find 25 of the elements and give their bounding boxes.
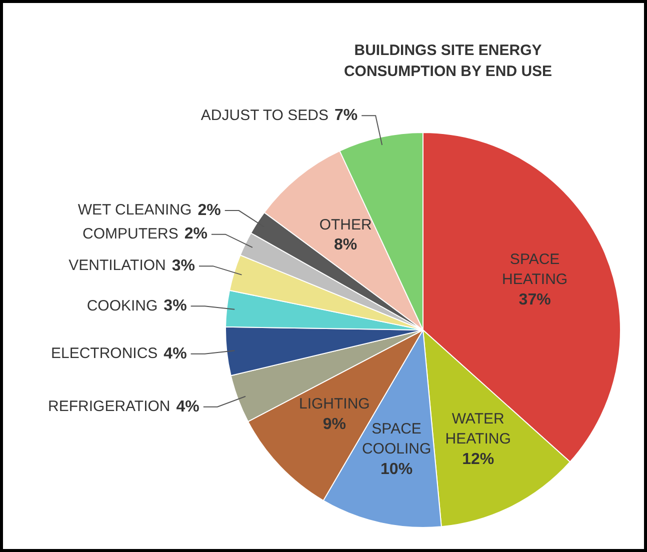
chart-title: BUILDINGS SITE ENERGY CONSUMPTION BY END USE (344, 42, 552, 80)
slice-label: ADJUST TO SEDS (200, 106, 328, 124)
slice-label: REFRIGERATION (48, 398, 170, 415)
data-label: 3% (172, 257, 196, 274)
data-label: 4% (164, 345, 187, 362)
data-label: 2% (184, 226, 208, 243)
data-label: 37% (518, 291, 551, 308)
slice-label: LIGHTING (298, 396, 370, 413)
data-label: 2% (198, 202, 221, 219)
slice-label: VENTILATION (68, 257, 166, 274)
data-label: 9% (322, 416, 346, 433)
slice-label: WATER HEATING (445, 410, 511, 448)
slice-label: SPACE COOLING (362, 420, 432, 458)
slice-label: SPACE HEATING (502, 251, 568, 288)
slice-label: COOKING (86, 297, 158, 314)
data-label: 4% (176, 398, 200, 416)
slice-label: COMPUTERS (82, 225, 178, 242)
slice-label: OTHER (319, 216, 372, 234)
slice-label: WET CLEANING (78, 202, 192, 219)
data-label: 8% (334, 236, 358, 254)
data-label: 12% (462, 450, 494, 468)
slice-label: ELECTRONICS (50, 344, 158, 362)
data-label: 3% (164, 298, 187, 315)
data-label: 10% (380, 460, 413, 478)
data-label: 7% (334, 107, 358, 124)
